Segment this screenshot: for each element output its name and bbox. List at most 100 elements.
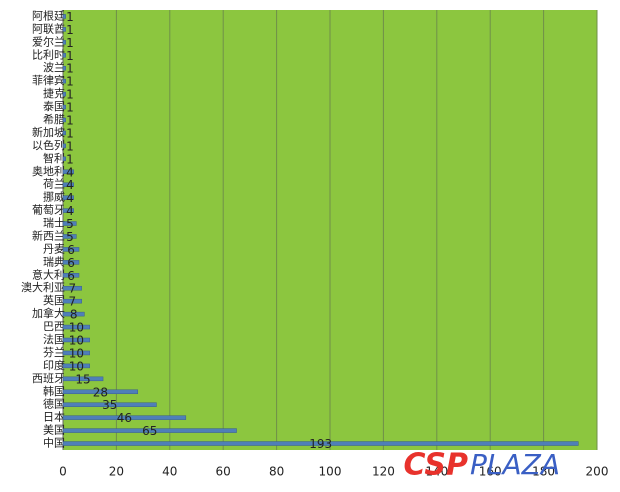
bar [62, 91, 66, 97]
x-tick-label: 60 [216, 465, 231, 479]
value-label: 5 [66, 230, 74, 244]
bar [62, 324, 90, 330]
y-tick-label: 荷兰 [43, 178, 65, 191]
value-label: 4 [66, 178, 74, 192]
bar [62, 285, 82, 291]
bar [62, 402, 157, 407]
bar [62, 195, 74, 200]
value-label: 1 [66, 75, 74, 89]
y-tick-label: 新加坡 [32, 125, 65, 139]
y-tick-label: 捷克 [43, 86, 65, 100]
y-tick-label: 波兰 [43, 61, 65, 74]
y-tick-label: 奥地利 [32, 164, 65, 178]
x-tick-label: 140 [425, 465, 448, 479]
value-label: 15 [75, 372, 90, 386]
y-tick-label: 日本 [43, 410, 65, 424]
bar [62, 65, 66, 71]
value-label: 46 [117, 411, 132, 425]
y-tick-label: 希腊 [43, 112, 65, 126]
y-tick-label: 中国 [43, 437, 65, 450]
y-tick-label: 比利时 [32, 48, 65, 61]
x-tick-label: 40 [162, 465, 177, 479]
value-label: 10 [69, 321, 84, 335]
x-tick-label: 20 [109, 465, 124, 479]
y-tick-label: 法国 [43, 332, 65, 346]
x-tick-label: 160 [479, 465, 502, 479]
bar [62, 376, 104, 382]
value-label: 1 [66, 49, 74, 63]
value-label: 1 [66, 88, 74, 102]
y-tick-label: 芬兰 [43, 346, 65, 359]
x-tick-label: 80 [269, 465, 284, 479]
bar [62, 27, 66, 32]
x-tick-label: 120 [372, 465, 395, 479]
value-label: 1 [66, 114, 74, 128]
y-tick-label: 加拿大 [32, 306, 65, 320]
y-tick-label: 澳大利亚 [21, 280, 65, 294]
bar [62, 182, 74, 187]
y-tick-label: 瑞士 [43, 216, 65, 230]
bar [62, 298, 82, 304]
y-tick-label: 菲律宾 [32, 73, 65, 87]
value-label: 1 [66, 36, 74, 50]
bar [62, 221, 77, 226]
y-tick-label: 德国 [43, 397, 65, 411]
y-tick-label: 以色列 [32, 138, 65, 152]
y-tick-label: 瑞典 [43, 254, 65, 268]
bar [62, 311, 85, 317]
value-label: 1 [66, 23, 74, 37]
y-tick-label: 阿联酋 [32, 21, 65, 35]
bar [62, 428, 237, 433]
bar [62, 117, 66, 123]
value-label: 1 [66, 101, 74, 115]
bar [62, 104, 66, 110]
value-label: 65 [142, 424, 157, 438]
bar [62, 337, 90, 343]
x-tick-label: 180 [532, 465, 555, 479]
y-tick-label: 智利 [43, 151, 65, 165]
y-tick-label: 印度 [43, 358, 65, 372]
value-label: 1 [66, 139, 74, 153]
bar [62, 363, 90, 369]
y-tick-label: 新西兰 [32, 228, 65, 242]
bar [62, 247, 80, 252]
value-label: 28 [93, 385, 108, 399]
value-label: 6 [67, 256, 75, 270]
x-tick-label: 100 [319, 465, 342, 479]
y-tick-label: 阿根廷 [32, 8, 65, 22]
value-label: 1 [66, 62, 74, 76]
bar [62, 389, 139, 395]
value-label: 1 [66, 10, 74, 24]
y-tick-label: 葡萄牙 [32, 204, 65, 217]
value-label: 193 [309, 437, 332, 451]
y-tick-label: 英国 [43, 293, 65, 307]
bar [62, 169, 74, 175]
y-tick-label: 韩国 [43, 384, 65, 398]
bar [62, 14, 66, 19]
y-tick-label: 西班牙 [32, 372, 65, 385]
value-label: 4 [66, 204, 74, 218]
y-tick-label: 挪威 [43, 190, 65, 204]
watermark: PLAZA [470, 448, 560, 481]
value-label: 6 [67, 243, 75, 257]
watermark: CSP [403, 448, 468, 483]
x-tick-label: 200 [586, 465, 609, 479]
bar [62, 350, 90, 356]
value-label: 7 [69, 295, 77, 309]
x-tick-label: 0 [59, 465, 67, 479]
bar [62, 208, 74, 213]
value-label: 35 [102, 398, 117, 412]
y-tick-label: 美国 [43, 424, 65, 437]
value-label: 8 [70, 308, 78, 322]
y-tick-label: 泰国 [43, 99, 65, 113]
value-label: 7 [69, 282, 77, 296]
bar [62, 273, 80, 278]
bar [62, 234, 77, 239]
value-label: 10 [69, 359, 84, 373]
value-label: 5 [66, 217, 74, 231]
y-tick-label: 巴西 [43, 320, 65, 333]
bar [62, 40, 66, 45]
bar [62, 260, 80, 265]
